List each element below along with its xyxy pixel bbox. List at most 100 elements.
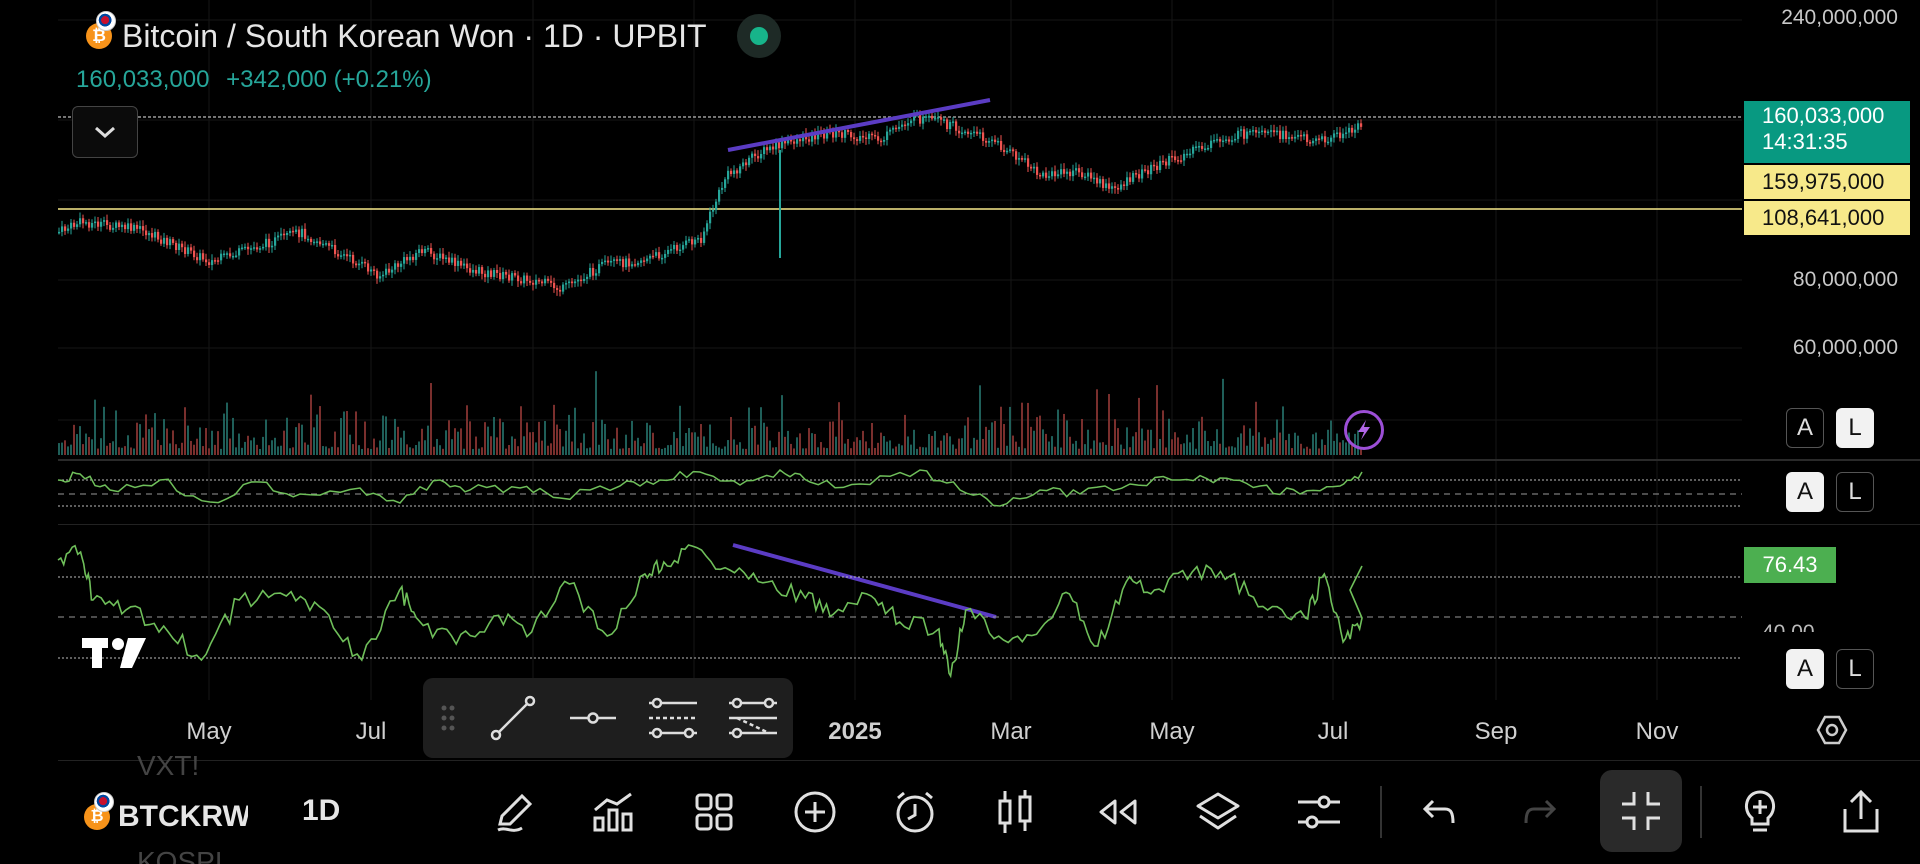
auto-scale-button[interactable]: A [1786,472,1824,512]
volume-bar [391,439,393,455]
candle [958,130,961,134]
chart-settings-icon[interactable] [1814,712,1850,753]
volume-bar [1033,430,1035,455]
candle [1156,165,1159,171]
volume-bar [226,402,228,455]
candle [1024,158,1027,160]
candle [637,262,640,266]
trend-line-icon[interactable] [473,678,553,758]
volume-bar [499,418,501,455]
pane-separator[interactable] [58,459,1920,461]
candle [787,139,790,144]
volume-bar [217,431,219,455]
candle [529,280,532,283]
horizontal-ray-icon[interactable] [553,678,633,758]
auto-scale-button[interactable]: A [1786,649,1824,689]
volume-bar [700,424,702,455]
candle [754,153,757,157]
volume-bar [415,445,417,455]
market-open-status-icon[interactable] [736,14,781,58]
candle [1057,174,1060,177]
drag-handle-icon[interactable] [423,678,473,758]
pencil-icon[interactable] [486,786,542,838]
add-icon[interactable] [787,786,843,838]
volume-bar [445,430,447,455]
candle [1027,158,1030,167]
symbol-header[interactable]: ₿ Bitcoin / South Korean Won · 1D · UPBI… [86,11,781,58]
log-scale-button[interactable]: L [1836,408,1874,448]
parallel-channel-icon[interactable] [633,678,713,758]
collapse-legend-button[interactable] [72,106,138,158]
interval-selector[interactable]: 1D [302,794,341,827]
volume-bar [421,428,423,455]
candle [1030,166,1033,169]
alert-clock-icon[interactable] [887,786,943,838]
candle [640,260,643,263]
volume-bar [292,447,294,455]
candle [949,121,952,130]
share-icon[interactable] [1833,786,1889,838]
volume-bar [910,444,912,455]
price-chart[interactable] [0,0,1920,760]
volume-bar [1015,441,1017,455]
settings-sliders-icon[interactable] [1291,786,1347,838]
candle [1099,179,1102,184]
volume-bar [907,436,909,455]
auto-scale-button[interactable]: A [1786,408,1824,448]
candle [1249,130,1252,133]
candle [100,221,103,227]
indicators-icon[interactable] [585,786,641,838]
replay-icon[interactable] [1088,786,1144,838]
candle [1159,160,1162,171]
drawing-toolbar[interactable] [423,678,793,758]
volume-bar [547,445,549,455]
candle [634,264,637,266]
symbol-title[interactable]: Bitcoin / South Korean Won · 1D · UPBIT [122,17,707,54]
add-bulb-icon[interactable] [1732,786,1788,838]
volume-bar [370,448,372,455]
candle [577,279,580,282]
candle [751,153,754,158]
volume-bar [808,428,810,455]
candle [1222,140,1225,143]
volume-bar [820,442,822,455]
volume-bar [412,448,414,455]
volume-bar [211,430,213,455]
volume-bar [436,438,438,455]
bitcoin-coin-icon: ₿ [84,792,114,830]
redo-icon[interactable] [1512,786,1568,838]
candle [172,239,175,243]
volume-bar [73,424,75,455]
volume-bar [202,446,204,455]
symbol-name[interactable]: BTCKRW [118,800,248,833]
candle [1183,153,1186,161]
symbol-selector[interactable]: ₿ BTCKRW [84,792,248,834]
pane-separator[interactable] [58,524,1920,525]
exit-fullscreen-button[interactable] [1600,770,1682,852]
candle [868,133,871,139]
log-scale-button[interactable]: L [1836,649,1874,689]
candle [598,264,601,274]
candles-icon[interactable] [987,786,1043,838]
candle [463,263,466,266]
volume-bar [646,422,648,455]
pitchfork-icon[interactable] [713,678,793,758]
volume-bar [1270,439,1272,455]
volume-bar [1084,444,1086,455]
log-scale-button[interactable]: L [1836,472,1874,512]
volume-bar [442,448,444,455]
candle [1303,134,1306,137]
volume-bar [934,431,936,455]
templates-icon[interactable] [686,786,742,838]
undo-icon[interactable] [1411,786,1467,838]
candle [613,259,616,261]
candle [511,273,514,281]
volume-bar [523,436,525,455]
lightning-icon[interactable] [1344,410,1384,450]
layers-icon[interactable] [1190,786,1246,838]
candle [1270,130,1273,132]
volume-bar [316,414,318,455]
volume-bar [163,419,165,455]
candle [235,255,238,257]
candle [631,264,634,267]
